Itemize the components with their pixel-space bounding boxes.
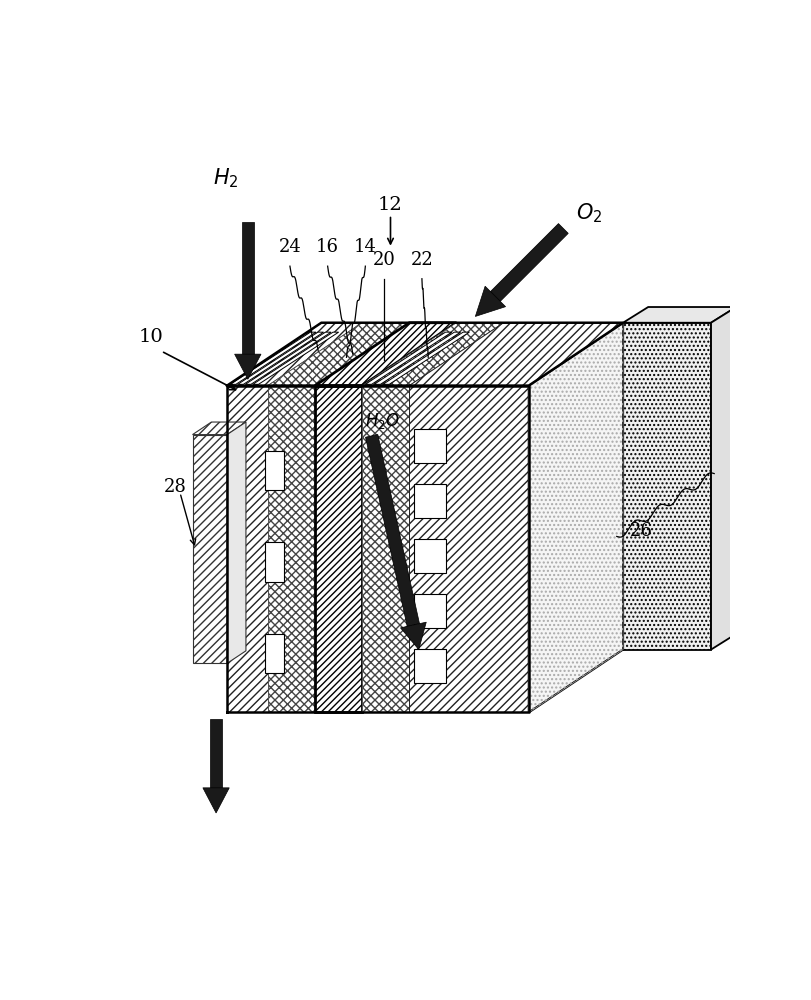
Polygon shape <box>265 542 284 582</box>
Text: 12: 12 <box>378 196 403 214</box>
Polygon shape <box>192 422 246 435</box>
Bar <box>414 594 446 628</box>
Text: 26: 26 <box>629 522 652 540</box>
Polygon shape <box>363 323 504 386</box>
Polygon shape <box>203 788 230 813</box>
Polygon shape <box>401 622 427 650</box>
Polygon shape <box>238 332 324 384</box>
Text: 10: 10 <box>139 328 164 346</box>
Text: 16: 16 <box>316 238 339 256</box>
Bar <box>414 649 446 683</box>
Polygon shape <box>268 386 315 712</box>
Polygon shape <box>383 332 470 384</box>
Polygon shape <box>210 719 222 788</box>
Text: 28: 28 <box>164 478 187 496</box>
Text: $H_2$: $H_2$ <box>213 166 238 190</box>
Text: $H_2O$: $H_2O$ <box>365 411 400 431</box>
Bar <box>414 484 446 518</box>
Polygon shape <box>245 332 331 384</box>
Text: 22: 22 <box>410 251 433 269</box>
Polygon shape <box>374 332 461 384</box>
Polygon shape <box>268 323 410 386</box>
Polygon shape <box>491 224 569 301</box>
Polygon shape <box>529 323 623 712</box>
Polygon shape <box>410 386 529 712</box>
Polygon shape <box>227 323 363 386</box>
Polygon shape <box>265 451 284 490</box>
Text: 20: 20 <box>373 251 396 269</box>
Polygon shape <box>265 634 284 673</box>
Polygon shape <box>410 323 623 386</box>
Polygon shape <box>234 354 261 379</box>
Polygon shape <box>227 386 268 712</box>
Polygon shape <box>253 332 339 384</box>
Polygon shape <box>365 332 452 384</box>
Polygon shape <box>192 435 227 663</box>
Polygon shape <box>623 307 736 323</box>
Polygon shape <box>623 323 711 650</box>
Bar <box>414 539 446 573</box>
Polygon shape <box>366 435 419 626</box>
Polygon shape <box>711 307 736 650</box>
Polygon shape <box>315 386 363 712</box>
Polygon shape <box>315 323 457 386</box>
Text: 24: 24 <box>278 238 302 256</box>
Polygon shape <box>227 422 246 663</box>
Polygon shape <box>363 386 410 712</box>
Text: 14: 14 <box>354 238 377 256</box>
Text: $O_2$: $O_2$ <box>576 201 603 225</box>
Polygon shape <box>475 286 505 316</box>
Polygon shape <box>230 332 316 384</box>
Polygon shape <box>242 222 254 354</box>
Bar <box>414 429 446 463</box>
